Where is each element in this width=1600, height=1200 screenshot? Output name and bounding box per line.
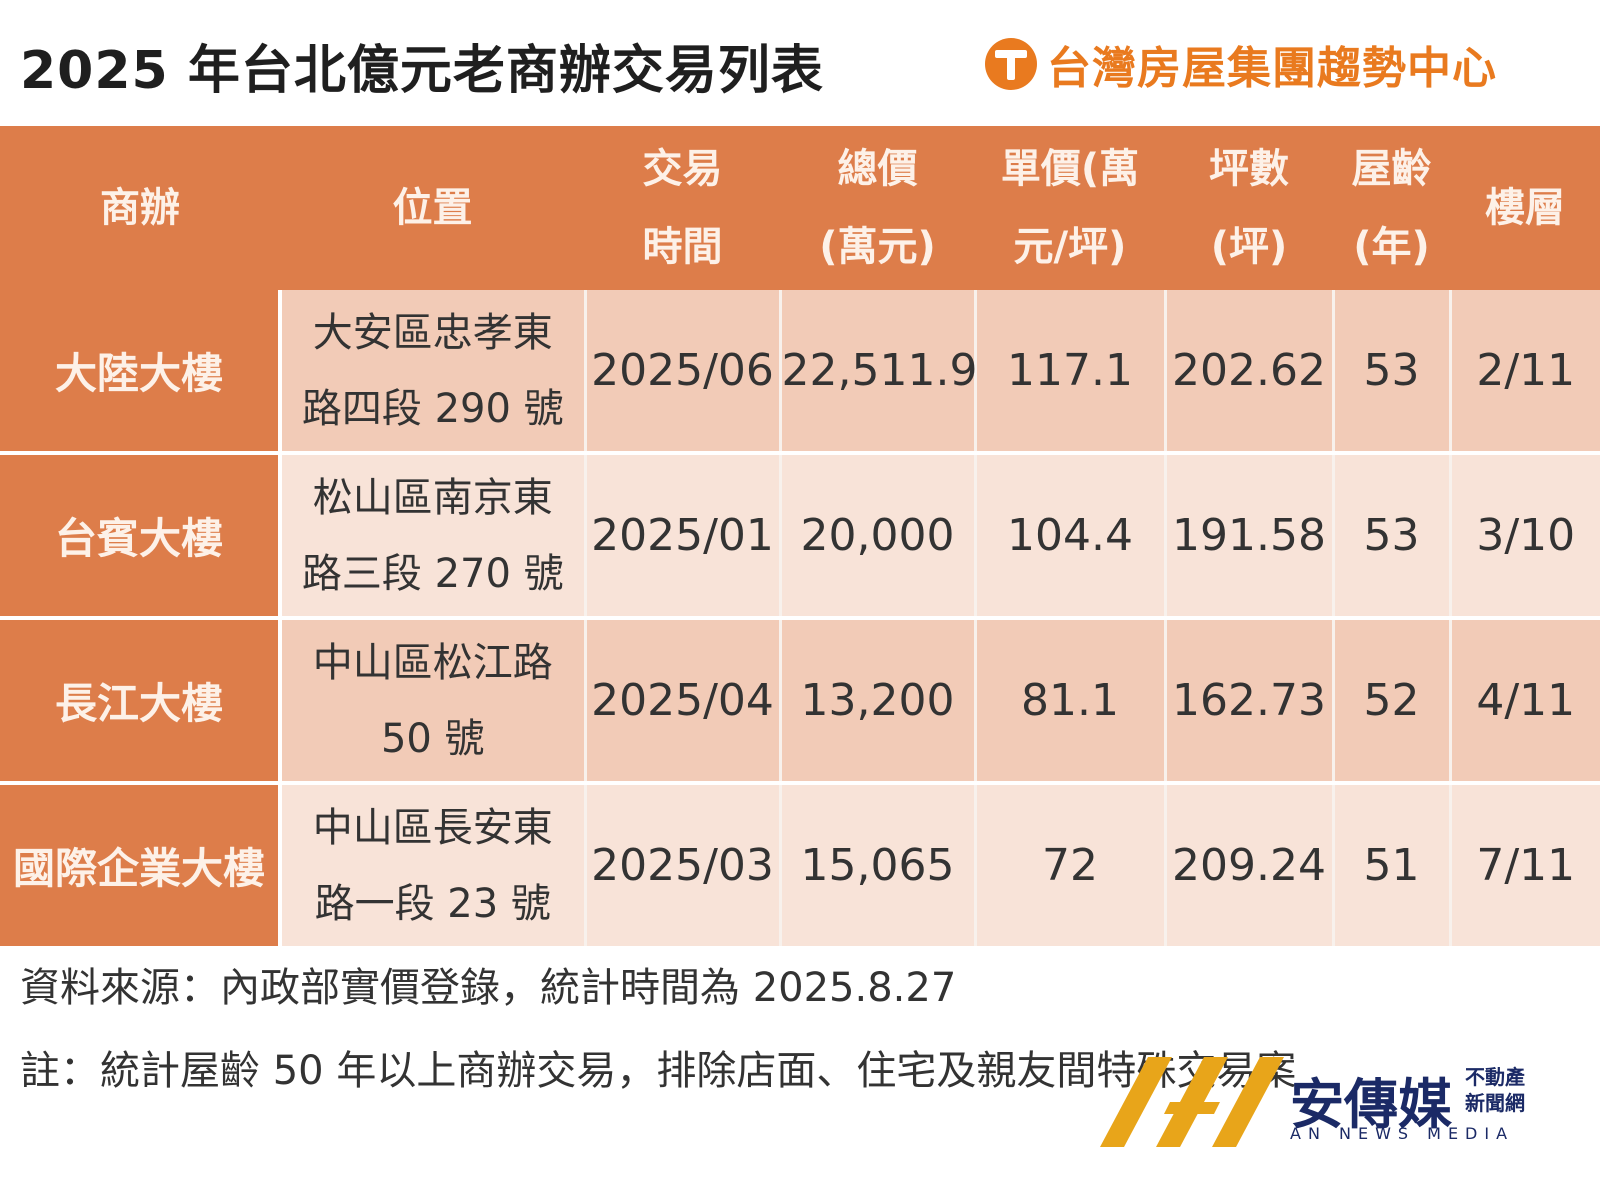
date-cell: 2025/01	[585, 453, 782, 620]
age-cell: 52	[1333, 618, 1452, 785]
area-cell: 209.24	[1165, 783, 1335, 950]
an-news-media-logo-icon	[1100, 1057, 1284, 1147]
header-age: 屋齡 (年)	[1333, 126, 1450, 290]
building-name: 國際企業大樓	[0, 783, 282, 950]
total-price-cell: 15,065	[780, 783, 977, 950]
transaction-table: 商辦 位置 交易 時間 總價 (萬元) 單價(萬 元/坪) 坪數 (坪) 屋齡 (年) 樓…	[0, 126, 1600, 950]
building-name: 大陸大樓	[0, 290, 282, 455]
header-floor: 樓層	[1450, 126, 1600, 290]
floor-cell: 2/11	[1450, 290, 1600, 455]
date-cell: 2025/06	[585, 290, 782, 455]
age-cell: 53	[1333, 290, 1452, 455]
header: 2025 年台北億元老商辦交易列表 台灣房屋集團趨勢中心	[0, 0, 1600, 126]
floor-cell: 3/10	[1450, 453, 1600, 620]
header-date: 交易 時間	[585, 126, 780, 290]
location-cell: 中山區長安東 路一段 23 號	[280, 783, 587, 950]
header-location: 位置	[280, 126, 585, 290]
date-cell: 2025/03	[585, 783, 782, 950]
unit-price-cell: 72	[975, 783, 1167, 950]
watermark-subtitle: 不動產 新聞網	[1465, 1065, 1525, 1115]
building-name: 長江大樓	[0, 618, 282, 785]
age-cell: 51	[1333, 783, 1452, 950]
area-cell: 202.62	[1165, 290, 1335, 455]
header-row: 商辦 位置 交易 時間 總價 (萬元) 單價(萬 元/坪) 坪數 (坪) 屋齡 (年) 樓…	[0, 126, 1600, 290]
building-name: 台賓大樓	[0, 453, 282, 620]
floor-cell: 7/11	[1450, 783, 1600, 950]
unit-price-cell: 104.4	[975, 453, 1167, 620]
table-row: 國際企業大樓 中山區長安東 路一段 23 號 2025/03 15,065 72 …	[0, 783, 1600, 950]
floor-cell: 4/11	[1450, 618, 1600, 785]
table-row: 長江大樓 中山區松江路 50 號 2025/04 13,200 81.1 162.…	[0, 618, 1600, 785]
location-cell: 大安區忠孝東 路四段 290 號	[280, 290, 587, 455]
brand: 台灣房屋集團趨勢中心	[985, 34, 1497, 94]
watermark-english: AN NEWS MEDIA	[1290, 1124, 1515, 1143]
area-cell: 191.58	[1165, 453, 1335, 620]
page-title: 2025 年台北億元老商辦交易列表	[20, 41, 824, 101]
watermark: 安傳媒 不動產 新聞網 AN NEWS MEDIA	[1100, 1052, 1580, 1172]
watermark-brand: 安傳媒	[1290, 1073, 1452, 1136]
brand-name: 台灣房屋集團趨勢中心	[1047, 43, 1497, 94]
header-area: 坪數 (坪)	[1165, 126, 1333, 290]
remark-note: 註：統計屋齡 50 年以上商辦交易，排除店面、住宅及親友間特殊交易案	[20, 1048, 1297, 1094]
date-cell: 2025/04	[585, 618, 782, 785]
unit-price-cell: 117.1	[975, 290, 1167, 455]
total-price-cell: 20,000	[780, 453, 977, 620]
location-cell: 中山區松江路 50 號	[280, 618, 587, 785]
table-row: 台賓大樓 松山區南京東 路三段 270 號 2025/01 20,000 104.…	[0, 453, 1600, 620]
source-note: 資料來源：內政部實價登錄，統計時間為 2025.8.27	[20, 965, 957, 1011]
area-cell: 162.73	[1165, 618, 1335, 785]
total-price-cell: 22,511.9	[780, 290, 977, 455]
age-cell: 53	[1333, 453, 1452, 620]
header-unit-price: 單價(萬 元/坪)	[975, 126, 1165, 290]
total-price-cell: 13,200	[780, 618, 977, 785]
header-total-price: 總價 (萬元)	[780, 126, 975, 290]
table-row: 大陸大樓 大安區忠孝東 路四段 290 號 2025/06 22,511.9 11…	[0, 290, 1600, 455]
location-cell: 松山區南京東 路三段 270 號	[280, 453, 587, 620]
unit-price-cell: 81.1	[975, 618, 1167, 785]
header-name: 商辦	[0, 126, 280, 290]
taiwan-realty-logo-icon	[985, 38, 1037, 90]
